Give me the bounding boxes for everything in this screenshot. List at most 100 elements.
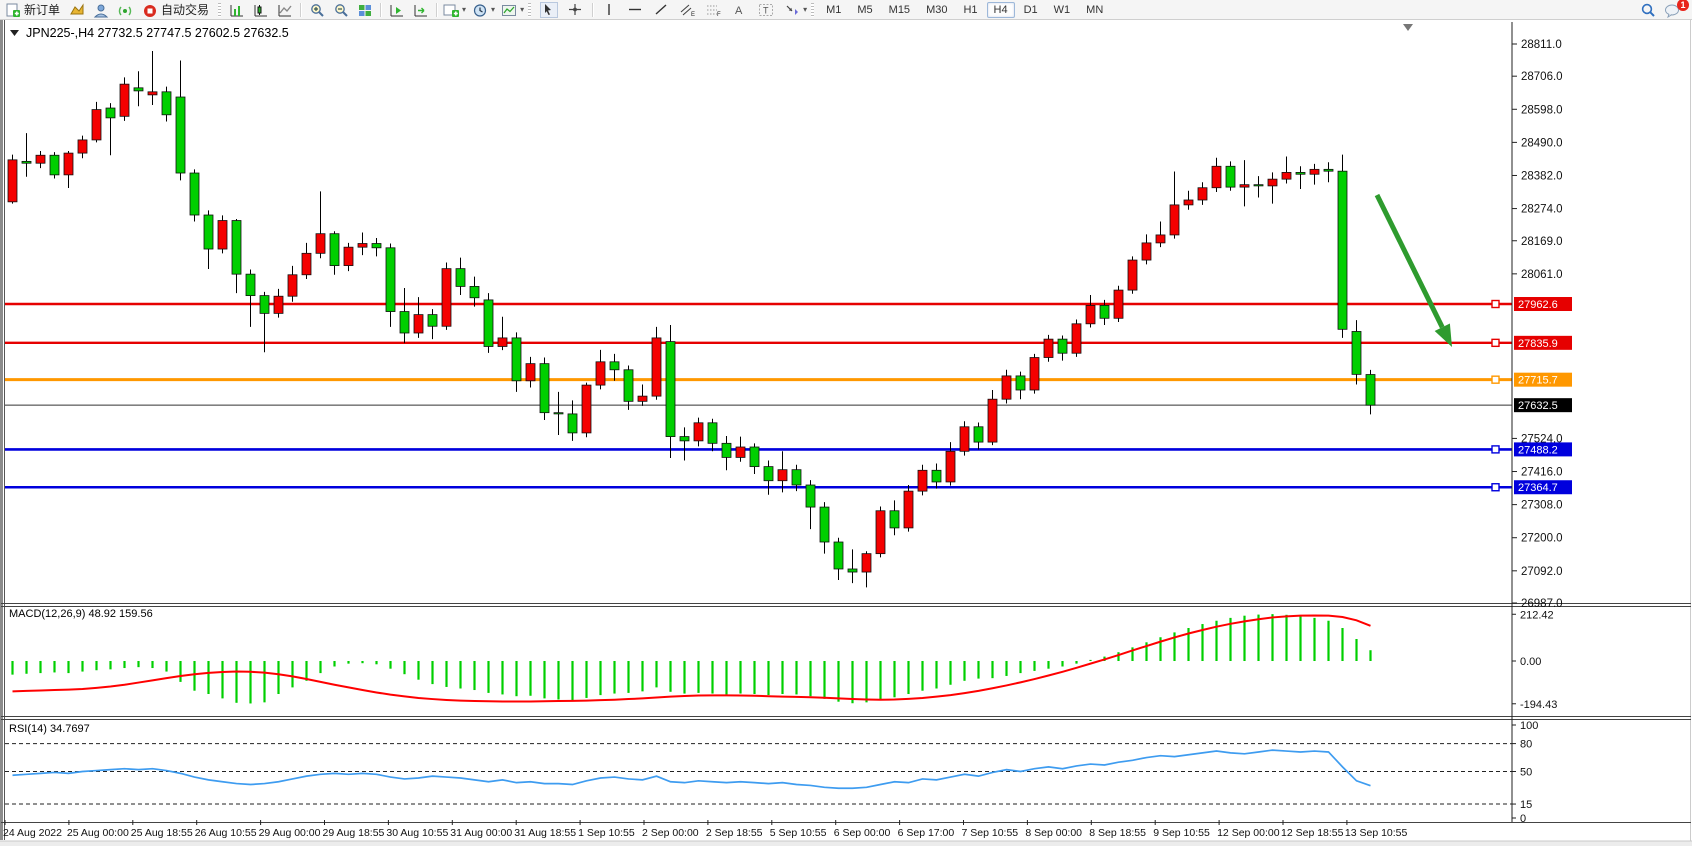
- candle: [217, 220, 228, 250]
- time-axis-label: 29 Aug 00:00: [259, 827, 321, 839]
- candle: [203, 214, 214, 250]
- zoom-out-icon[interactable]: [333, 3, 349, 17]
- chart-menu-arrow-icon[interactable]: [10, 30, 19, 36]
- text-icon[interactable]: A: [732, 3, 748, 17]
- annotation-arrow-head[interactable]: [1434, 323, 1452, 347]
- candlestick-mode-icon[interactable]: [253, 3, 269, 17]
- candle: [567, 413, 578, 434]
- horizontal-line-icon[interactable]: [628, 3, 644, 17]
- candle: [1281, 172, 1292, 180]
- price-tag-label: 27364.7: [1518, 482, 1558, 494]
- price-tag-27835.9: [1514, 335, 1572, 350]
- svg-text:E: E: [691, 12, 695, 17]
- candle: [497, 337, 508, 347]
- hline-handle-27715.7[interactable]: [1491, 375, 1500, 384]
- hline-handle-27835.9[interactable]: [1491, 338, 1500, 348]
- new-order-button[interactable]: 新订单: [0, 1, 65, 18]
- chat-icon[interactable]: 1: [1664, 0, 1689, 18]
- candle: [791, 469, 802, 486]
- template-icon[interactable]: [501, 3, 517, 17]
- price-tag-label: 27488.2: [1518, 444, 1558, 456]
- tf-h4-button[interactable]: H4: [986, 1, 1015, 18]
- vertical-line-icon[interactable]: [602, 3, 618, 17]
- arrows-caret[interactable]: ▾: [803, 5, 808, 14]
- zoom-in-icon[interactable]: [309, 3, 325, 17]
- candle: [343, 246, 354, 266]
- hline-handle-27962.6[interactable]: [1491, 299, 1500, 309]
- candle: [917, 469, 928, 492]
- hline-handle-27488.2[interactable]: [1491, 445, 1500, 454]
- time-axis-label: 2 Sep 18:55: [706, 827, 763, 839]
- candle: [49, 154, 60, 176]
- candle: [707, 422, 718, 444]
- notification-badge: 1: [1677, 0, 1689, 11]
- text-label-icon[interactable]: T: [758, 3, 774, 17]
- bar-chart-mode-icon[interactable]: [229, 3, 245, 17]
- tf-w1-button[interactable]: W1: [1053, 3, 1071, 16]
- candle: [1211, 165, 1222, 189]
- fibonacci-icon[interactable]: F: [706, 3, 722, 18]
- tf-d1-button[interactable]: D1: [1023, 3, 1038, 16]
- candle: [483, 299, 494, 347]
- period-clock-icon[interactable]: [472, 3, 488, 17]
- trendline-icon[interactable]: [654, 3, 670, 17]
- tf-mn-button[interactable]: MN: [1086, 3, 1104, 16]
- candle: [539, 363, 550, 414]
- candle: [1225, 165, 1236, 188]
- candle: [693, 422, 704, 442]
- channel-icon[interactable]: E: [680, 3, 696, 18]
- new-chart-icon[interactable]: [443, 3, 460, 17]
- price-tag-label: 27632.5: [1518, 400, 1558, 412]
- tf-h1-button[interactable]: H1: [963, 3, 978, 16]
- toolbar-grip[interactable]: [218, 2, 222, 17]
- time-axis-label: 30 Aug 10:55: [386, 827, 448, 839]
- tile-windows-icon[interactable]: [357, 3, 373, 17]
- toolbar-grip-2[interactable]: [528, 2, 532, 17]
- time-axis-label: 29 Aug 18:55: [323, 827, 385, 839]
- candle: [1099, 305, 1110, 319]
- candle: [1043, 338, 1054, 358]
- profile-icon[interactable]: [93, 3, 109, 17]
- signal-icon[interactable]: [117, 3, 133, 17]
- hline-handle-27364.7[interactable]: [1491, 483, 1500, 492]
- crosshair-icon[interactable]: [568, 3, 584, 17]
- chart-title: JPN225-,H4 27732.5 27747.5 27602.5 27632…: [26, 26, 289, 40]
- candle: [1029, 357, 1040, 391]
- new-chart-caret[interactable]: ▾: [462, 5, 467, 14]
- new-order-icon: [5, 3, 21, 17]
- rsi-axis-label: 0: [1520, 813, 1526, 825]
- time-axis-label: 5 Sep 10:55: [770, 827, 827, 839]
- market-watch-icon[interactable]: [69, 2, 85, 17]
- auto-scroll-icon[interactable]: [389, 3, 405, 17]
- arrows-tool-icon[interactable]: [784, 3, 800, 17]
- line-chart-mode-icon[interactable]: [277, 3, 293, 17]
- chart-window: 28811.0 28706.0 28598.0 28490.0 28382.0 28274…: [0, 20, 1692, 846]
- auto-trading-label: 自动交易: [161, 3, 210, 17]
- annotation-arrow-line[interactable]: [1374, 193, 1445, 329]
- candle: [847, 568, 858, 573]
- period-caret[interactable]: ▾: [491, 5, 496, 14]
- time-axis-label: 31 Aug 18:55: [514, 827, 576, 839]
- price-chart-svg[interactable]: 28811.0 28706.0 28598.0 28490.0 28382.0 28274…: [0, 20, 1692, 846]
- search-icon[interactable]: [1640, 3, 1656, 17]
- price-tick-label: 28061.0: [1521, 269, 1563, 281]
- shift-marker-icon[interactable]: [1403, 24, 1413, 31]
- template-caret[interactable]: ▾: [520, 5, 525, 14]
- tf-m1-button[interactable]: M1: [826, 3, 842, 16]
- candle: [329, 233, 340, 266]
- candle: [1001, 375, 1012, 400]
- candle: [1295, 172, 1306, 175]
- candle: [287, 274, 298, 297]
- tf-m30-button[interactable]: M30: [926, 3, 948, 16]
- toolbar-grip-3[interactable]: [811, 2, 815, 17]
- candle: [1253, 184, 1264, 187]
- tf-m5-button[interactable]: M5: [857, 3, 873, 16]
- tf-m15-button[interactable]: M15: [888, 3, 911, 16]
- chart-shift-icon[interactable]: [413, 3, 429, 17]
- auto-trading-button[interactable]: 自动交易: [137, 1, 214, 18]
- time-axis-label: 2 Sep 00:00: [642, 827, 699, 839]
- macd-axis-label: -194.43: [1520, 699, 1557, 711]
- price-tick-label: 26987.0: [1521, 598, 1563, 610]
- candle: [7, 159, 18, 203]
- cursor-icon[interactable]: [540, 1, 559, 18]
